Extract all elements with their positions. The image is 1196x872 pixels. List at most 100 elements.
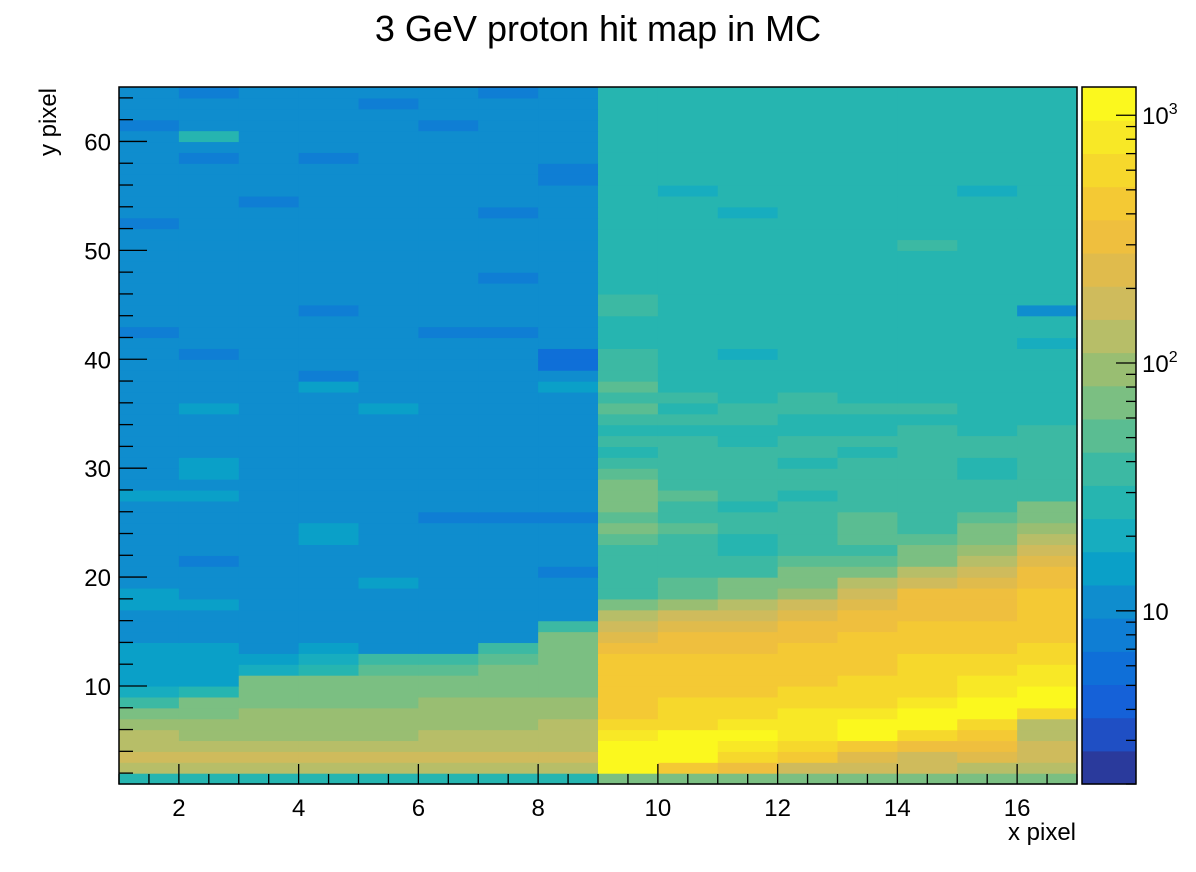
heatmap-cell: [298, 631, 360, 644]
heatmap-cell: [358, 620, 419, 633]
heatmap-cell: [478, 555, 539, 567]
heatmap-cell: [538, 675, 599, 687]
heatmap-cell: [717, 108, 779, 121]
heatmap-cell: [418, 577, 479, 589]
heatmap-cell: [598, 707, 659, 720]
heatmap-cell: [478, 381, 539, 393]
heatmap-cell: [897, 293, 958, 306]
heatmap-cell: [358, 533, 419, 546]
heatmap-cell: [418, 609, 479, 622]
heatmap-cell: [897, 152, 958, 164]
heatmap-cell: [1017, 696, 1078, 709]
x-tick-label: 12: [764, 795, 791, 822]
heatmap-cell: [538, 272, 599, 284]
heatmap-cell: [717, 544, 779, 556]
heatmap-cell: [598, 598, 659, 611]
heatmap-cell: [478, 119, 539, 132]
heatmap-cell: [119, 751, 180, 763]
heatmap-cell: [418, 174, 479, 186]
heatmap-cell: [178, 283, 240, 295]
heatmap-cell: [717, 609, 779, 622]
heatmap-cell: [1017, 283, 1078, 295]
heatmap-cell: [358, 206, 419, 219]
heatmap-cell: [298, 130, 360, 143]
heatmap-cell: [897, 239, 958, 251]
heatmap-cell: [598, 577, 659, 589]
heatmap-cell: [1017, 239, 1078, 251]
heatmap-cell: [598, 533, 659, 546]
heatmap-cell: [238, 119, 300, 132]
heatmap-cell: [957, 293, 1018, 306]
heatmap-cell: [1017, 359, 1078, 371]
heatmap-cell: [298, 195, 360, 208]
heatmap-cell: [478, 152, 539, 164]
heatmap-cell: [777, 522, 839, 535]
heatmap-cell: [717, 587, 779, 600]
heatmap-cell: [538, 762, 599, 774]
heatmap-cell: [298, 566, 360, 578]
heatmap-cell: [478, 163, 539, 175]
heatmap-cell: [777, 272, 839, 284]
heatmap-cell: [538, 642, 599, 654]
heatmap-cell: [598, 283, 659, 295]
heatmap-cell: [598, 479, 659, 491]
heatmap-cell: [298, 261, 360, 273]
heatmap-cell: [657, 740, 719, 752]
heatmap-cell: [1017, 130, 1078, 143]
heatmap-cell: [657, 130, 719, 143]
heatmap-cell: [478, 577, 539, 589]
heatmap-cell: [538, 620, 599, 633]
heatmap-cell: [358, 587, 419, 600]
heatmap-cell: [538, 174, 599, 186]
heatmap-cell: [418, 500, 479, 513]
heatmap-cell: [598, 119, 659, 132]
heatmap-cell: [897, 359, 958, 371]
heatmap-cell: [777, 620, 839, 633]
heatmap-cell: [657, 489, 719, 502]
heatmap-cell: [657, 97, 719, 110]
heatmap-cell: [657, 228, 719, 241]
heatmap-cell: [657, 685, 719, 698]
heatmap-cell: [178, 304, 240, 317]
heatmap-cell: [238, 435, 300, 447]
heatmap-cell: [717, 130, 779, 143]
heatmap-cell: [418, 533, 479, 546]
heatmap-cell: [298, 533, 360, 546]
heatmap-cell: [657, 500, 719, 513]
heatmap-cell: [897, 261, 958, 273]
colorbar-swatch: [1082, 452, 1136, 486]
heatmap-cell: [717, 206, 779, 219]
heatmap-cell: [657, 359, 719, 371]
heatmap-cell: [478, 370, 539, 382]
heatmap-cell: [957, 119, 1018, 132]
heatmap-cell: [897, 751, 958, 763]
heatmap-cell: [538, 108, 599, 121]
heatmap-cell: [538, 391, 599, 404]
heatmap-cell: [478, 533, 539, 546]
heatmap-cell: [478, 315, 539, 328]
heatmap-cell: [1017, 250, 1078, 262]
heatmap-cell: [358, 609, 419, 622]
heatmap-cell: [478, 500, 539, 513]
heatmap-cell: [598, 304, 659, 317]
heatmap-cell: [897, 315, 958, 328]
heatmap-cell: [358, 511, 419, 524]
heatmap-cell: [957, 359, 1018, 371]
heatmap-cell: [717, 664, 779, 676]
heatmap-cell: [837, 675, 898, 687]
heatmap-cell: [1017, 620, 1078, 633]
heatmap-cell: [957, 577, 1018, 589]
heatmap-cell: [897, 729, 958, 742]
heatmap-cell: [119, 402, 180, 415]
heatmap-cell: [837, 261, 898, 273]
heatmap-cell: [238, 533, 300, 546]
heatmap-cell: [837, 740, 898, 752]
heatmap-cell: [298, 598, 360, 611]
heatmap-cell: [238, 664, 300, 676]
heatmap-cell: [717, 326, 779, 339]
heatmap-cell: [119, 707, 180, 720]
heatmap-cell: [957, 337, 1018, 349]
heatmap-cell: [717, 533, 779, 546]
heatmap-cell: [178, 631, 240, 644]
heatmap-cell: [358, 468, 419, 480]
